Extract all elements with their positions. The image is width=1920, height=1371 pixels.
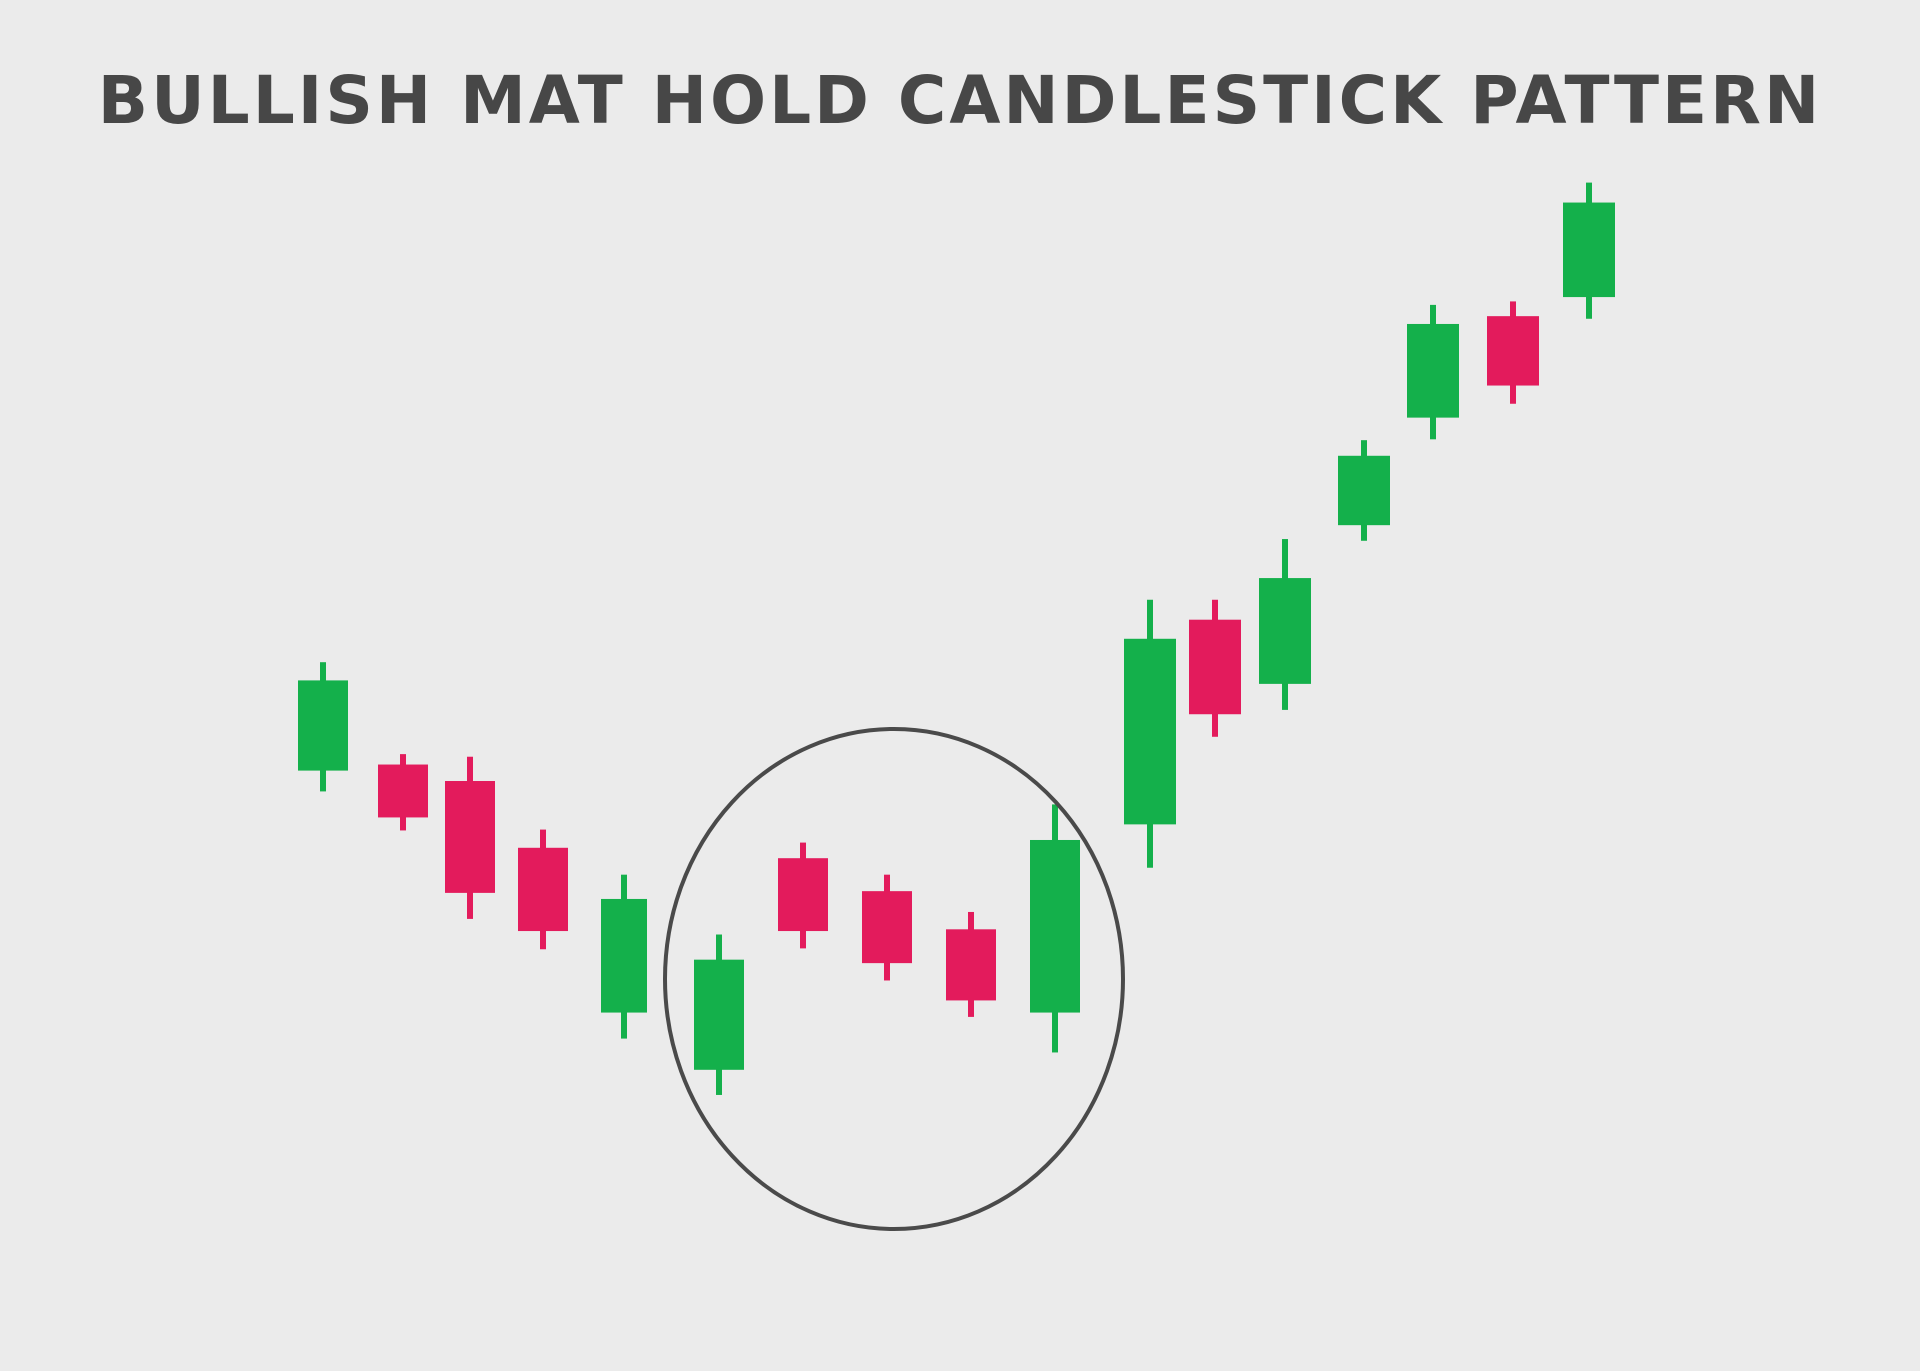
candle-16-body: [1487, 316, 1539, 386]
candle-8-body: [862, 891, 912, 964]
candle-2-body: [378, 764, 428, 818]
candle-1-body: [298, 680, 348, 771]
candle-14-body: [1338, 455, 1390, 526]
candle-6-body: [694, 959, 744, 1070]
candle-7-body: [778, 858, 828, 932]
chart-title: BULLISH MAT HOLD CANDLESTICK PATTERN: [97, 62, 1823, 139]
candle-3-body: [445, 781, 495, 893]
pattern-highlight-ellipse: [663, 727, 1125, 1231]
candle-13-body: [1259, 578, 1311, 684]
candle-15-body: [1407, 323, 1459, 418]
candle-4-body: [518, 847, 568, 932]
candle-17-body: [1563, 202, 1615, 298]
candle-11-body: [1124, 638, 1176, 825]
candle-12-body: [1189, 619, 1241, 715]
candle-10-body: [1030, 839, 1080, 1013]
candle-5-body: [601, 898, 647, 1013]
candle-9-body: [946, 929, 996, 1001]
